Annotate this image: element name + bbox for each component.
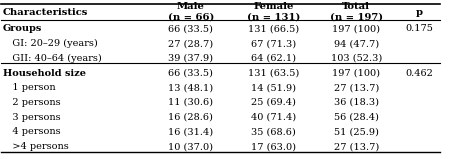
Text: 0.175: 0.175 <box>405 24 433 33</box>
Text: 3 persons: 3 persons <box>3 113 61 122</box>
Text: 10 (37.0): 10 (37.0) <box>168 142 213 151</box>
Text: 66 (33.5): 66 (33.5) <box>168 69 213 78</box>
Text: 16 (28.6): 16 (28.6) <box>168 113 213 122</box>
Text: 27 (28.7): 27 (28.7) <box>168 39 213 48</box>
Text: 27 (13.7): 27 (13.7) <box>334 83 379 92</box>
Text: Characteristics: Characteristics <box>3 8 89 17</box>
Text: 67 (71.3): 67 (71.3) <box>251 39 296 48</box>
Text: 14 (51.9): 14 (51.9) <box>251 83 296 92</box>
Text: 51 (25.9): 51 (25.9) <box>334 127 379 136</box>
Text: 131 (63.5): 131 (63.5) <box>248 69 299 78</box>
Text: 39 (37.9): 39 (37.9) <box>168 54 213 63</box>
Text: Male
(n = 66): Male (n = 66) <box>168 2 214 22</box>
Text: 4 persons: 4 persons <box>3 127 61 136</box>
Text: 11 (30.6): 11 (30.6) <box>168 98 213 107</box>
Text: Groups: Groups <box>3 24 43 33</box>
Text: 17 (63.0): 17 (63.0) <box>251 142 296 151</box>
Text: 13 (48.1): 13 (48.1) <box>168 83 213 92</box>
Text: 35 (68.6): 35 (68.6) <box>251 127 296 136</box>
Text: 56 (28.4): 56 (28.4) <box>334 113 379 122</box>
Text: 25 (69.4): 25 (69.4) <box>251 98 296 107</box>
Text: 197 (100): 197 (100) <box>332 24 380 33</box>
Text: 2 persons: 2 persons <box>3 98 61 107</box>
Text: Total
(n = 197): Total (n = 197) <box>330 2 383 22</box>
Text: 16 (31.4): 16 (31.4) <box>168 127 213 136</box>
Text: 64 (62.1): 64 (62.1) <box>251 54 296 63</box>
Text: 94 (47.7): 94 (47.7) <box>334 39 379 48</box>
Text: 66 (33.5): 66 (33.5) <box>168 24 213 33</box>
Text: 40 (71.4): 40 (71.4) <box>251 113 296 122</box>
Text: Female
(n = 131): Female (n = 131) <box>247 2 301 22</box>
Text: GII: 40–64 (years): GII: 40–64 (years) <box>3 54 102 63</box>
Text: 36 (18.3): 36 (18.3) <box>334 98 379 107</box>
Text: 27 (13.7): 27 (13.7) <box>334 142 379 151</box>
Text: p: p <box>415 8 422 17</box>
Text: 197 (100): 197 (100) <box>332 69 380 78</box>
Text: 1 person: 1 person <box>3 83 55 92</box>
Text: 0.462: 0.462 <box>405 69 433 78</box>
Text: GI: 20–29 (years): GI: 20–29 (years) <box>3 39 98 48</box>
Text: >4 persons: >4 persons <box>3 142 69 151</box>
Text: 131 (66.5): 131 (66.5) <box>248 24 299 33</box>
Text: 103 (52.3): 103 (52.3) <box>331 54 382 63</box>
Text: Household size: Household size <box>3 69 86 78</box>
